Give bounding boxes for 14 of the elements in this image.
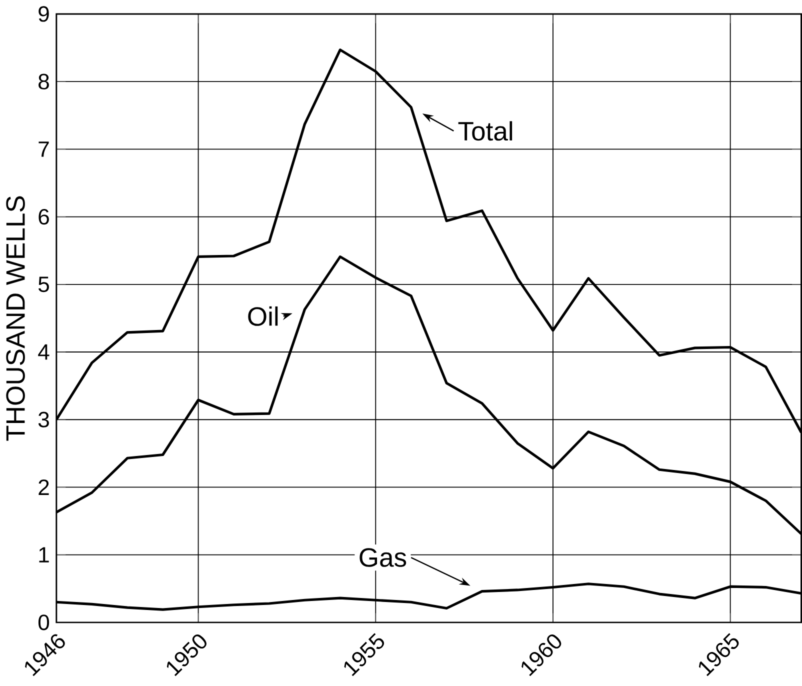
y-tick-label: 9	[38, 6, 49, 22]
y-axis-title: THOUSAND WELLS	[6, 196, 25, 441]
y-tick-label: 5	[38, 276, 49, 292]
series-label: Total	[458, 121, 512, 141]
y-tick-label: 6	[38, 208, 49, 225]
y-tick-label: 1	[39, 547, 49, 562]
y-tick-label: 0	[38, 614, 50, 630]
legend-label: Gas	[360, 548, 406, 567]
y-tick-label: 4	[38, 344, 50, 360]
y-tick-label: 8	[38, 74, 49, 90]
legend-label: Oil	[248, 306, 278, 326]
y-tick-label: 2	[38, 479, 49, 495]
y-tick-label: 3	[38, 412, 49, 428]
y-tick-label: 7	[38, 141, 49, 157]
